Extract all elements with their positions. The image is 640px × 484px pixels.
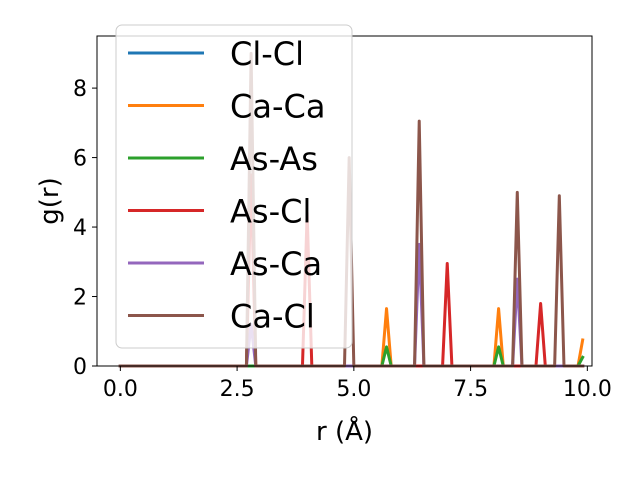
x-tick-label: 10.0 xyxy=(563,377,612,402)
legend-label-as-ca: As-Ca xyxy=(230,245,322,283)
y-tick-label: 4 xyxy=(73,216,87,241)
x-tick-label: 2.5 xyxy=(220,377,255,402)
legend-label-ca-ca: Ca-Ca xyxy=(230,88,325,126)
legend-label-as-cl: As-Cl xyxy=(230,193,311,231)
x-tick-label: 7.5 xyxy=(453,377,488,402)
x-tick-label: 5.0 xyxy=(336,377,371,402)
legend-label-as-as: As-As xyxy=(230,140,318,178)
x-axis-label: r (Å) xyxy=(316,415,373,447)
legend-label-ca-cl: Ca-Cl xyxy=(230,298,315,336)
legend-label-cl-cl: Cl-Cl xyxy=(230,35,304,73)
axes: 0.0 2.5 5.0 7.5 10.0 0 2 4 6 8 r (Å) g(r) xyxy=(35,35,612,447)
y-tick-label: 0 xyxy=(73,355,87,380)
y-axis-label: g(r) xyxy=(35,177,65,224)
legend: Cl-Cl Ca-Ca As-As As-Cl As-Ca Ca-Cl xyxy=(115,24,353,349)
y-tick-label: 2 xyxy=(73,286,87,311)
x-tick-label: 0.0 xyxy=(103,377,138,402)
y-tick-label: 8 xyxy=(73,77,87,102)
y-tick-label: 6 xyxy=(73,147,87,172)
